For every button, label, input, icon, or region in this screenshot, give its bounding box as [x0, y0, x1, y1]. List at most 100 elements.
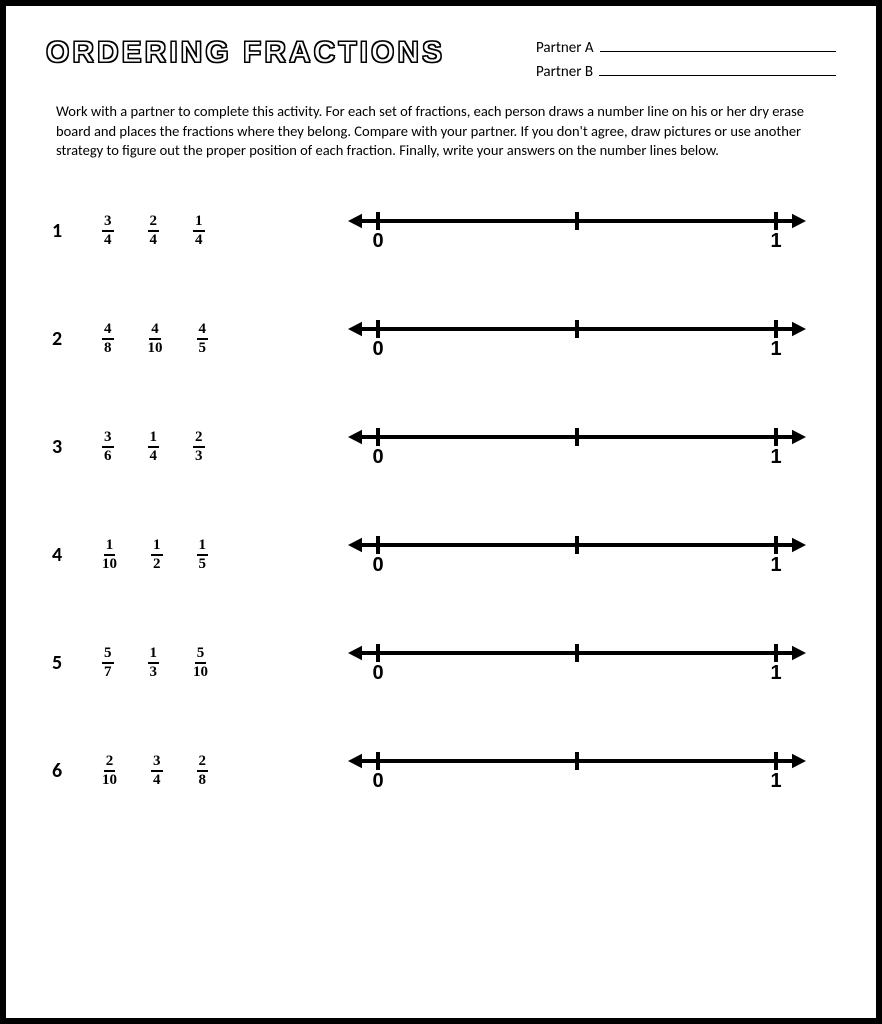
partner-b-line: Partner B [536, 60, 836, 84]
fraction: 210 [102, 754, 117, 788]
fraction: 14 [148, 430, 160, 464]
fraction: 23 [193, 430, 205, 464]
number-line: 01 [342, 309, 836, 369]
fraction-numerator: 1 [151, 538, 163, 556]
fraction-set: 4841045 [92, 322, 342, 356]
svg-text:1: 1 [770, 338, 781, 360]
fraction-numerator: 2 [104, 754, 116, 772]
number-line-svg: 01 [342, 309, 812, 369]
fraction: 410 [148, 322, 163, 356]
fraction-denominator: 10 [193, 664, 208, 680]
fraction: 28 [197, 754, 209, 788]
fraction-denominator: 2 [153, 556, 161, 572]
fraction: 48 [102, 322, 114, 356]
fraction-numerator: 4 [149, 322, 161, 340]
problem-number: 6 [46, 759, 92, 783]
number-line-svg: 01 [342, 417, 812, 477]
fraction-numerator: 2 [148, 214, 160, 232]
fraction-denominator: 10 [148, 340, 163, 356]
number-line: 01 [342, 633, 836, 693]
fraction-numerator: 1 [193, 214, 205, 232]
svg-text:1: 1 [770, 770, 781, 792]
fraction-set: 1101215 [92, 538, 342, 572]
fraction-numerator: 1 [197, 538, 209, 556]
instructions-text: Work with a partner to complete this act… [56, 102, 826, 161]
number-line-svg: 01 [342, 201, 812, 261]
number-line-svg: 01 [342, 741, 812, 801]
problem-number: 3 [46, 435, 92, 459]
fraction: 36 [102, 430, 114, 464]
fraction-set: 342414 [92, 214, 342, 248]
svg-text:0: 0 [372, 338, 383, 360]
svg-text:1: 1 [770, 662, 781, 684]
fraction: 34 [102, 214, 114, 248]
fraction: 12 [151, 538, 163, 572]
svg-text:1: 1 [770, 230, 781, 252]
number-line: 01 [342, 741, 836, 801]
fraction-denominator: 4 [153, 772, 161, 788]
svg-text:0: 0 [372, 446, 383, 468]
svg-text:0: 0 [372, 770, 383, 792]
fraction-numerator: 4 [102, 322, 114, 340]
fraction-numerator: 4 [197, 322, 209, 340]
fraction-set: 2103428 [92, 754, 342, 788]
fraction-denominator: 4 [150, 448, 158, 464]
fraction-numerator: 2 [197, 754, 209, 772]
worksheet-title: ORDERING FRACTIONS [46, 36, 445, 70]
fraction-denominator: 5 [199, 556, 207, 572]
fraction: 34 [151, 754, 163, 788]
problem-row: 5571351001 [46, 633, 836, 693]
fraction-numerator: 3 [151, 754, 163, 772]
fraction-denominator: 10 [102, 772, 117, 788]
fraction-numerator: 5 [195, 646, 207, 664]
fraction-denominator: 4 [150, 232, 158, 248]
fraction-denominator: 3 [150, 664, 158, 680]
fraction-numerator: 1 [148, 646, 160, 664]
fraction: 15 [197, 538, 209, 572]
fraction-numerator: 1 [104, 538, 116, 556]
problem-number: 4 [46, 543, 92, 567]
number-line-svg: 01 [342, 633, 812, 693]
fraction-numerator: 2 [193, 430, 205, 448]
partner-b-blank[interactable] [599, 61, 836, 76]
problem-row: 6210342801 [46, 741, 836, 801]
partner-fields: Partner A Partner B [536, 36, 836, 84]
partner-a-line: Partner A [536, 36, 836, 60]
fraction-denominator: 10 [102, 556, 117, 572]
svg-text:0: 0 [372, 230, 383, 252]
problem-number: 2 [46, 327, 92, 351]
fraction-denominator: 7 [104, 664, 112, 680]
problem-list: 1342414012484104501336142301411012150155… [46, 201, 836, 801]
fraction: 24 [148, 214, 160, 248]
number-line: 01 [342, 525, 836, 585]
problem-row: 2484104501 [46, 309, 836, 369]
fraction: 510 [193, 646, 208, 680]
fraction-numerator: 3 [102, 214, 114, 232]
problem-number: 1 [46, 219, 92, 243]
number-line-svg: 01 [342, 525, 812, 585]
fraction-set: 5 7 13 510 [92, 646, 342, 680]
fraction-denominator: 8 [104, 340, 112, 356]
partner-a-label: Partner A [536, 36, 594, 60]
number-line: 01 [342, 417, 836, 477]
svg-text:0: 0 [372, 662, 383, 684]
fraction-denominator: 4 [104, 232, 112, 248]
worksheet-page: ORDERING FRACTIONS Partner A Partner B W… [0, 0, 882, 1024]
svg-text:1: 1 [770, 554, 781, 576]
problem-number: 5 [46, 651, 92, 675]
number-line: 01 [342, 201, 836, 261]
partner-b-label: Partner B [536, 60, 593, 84]
fraction: 13 [148, 646, 160, 680]
fraction-numerator: 1 [148, 430, 160, 448]
svg-text:1: 1 [770, 446, 781, 468]
fraction-denominator: 4 [195, 232, 203, 248]
fraction-denominator: 8 [199, 772, 207, 788]
fraction-set: 361423 [92, 430, 342, 464]
fraction-denominator: 6 [104, 448, 112, 464]
problem-row: 4110121501 [46, 525, 836, 585]
fraction: 14 [193, 214, 205, 248]
svg-text:0: 0 [372, 554, 383, 576]
fraction-denominator: 5 [199, 340, 207, 356]
fraction-denominator: 3 [195, 448, 203, 464]
partner-a-blank[interactable] [600, 37, 836, 52]
